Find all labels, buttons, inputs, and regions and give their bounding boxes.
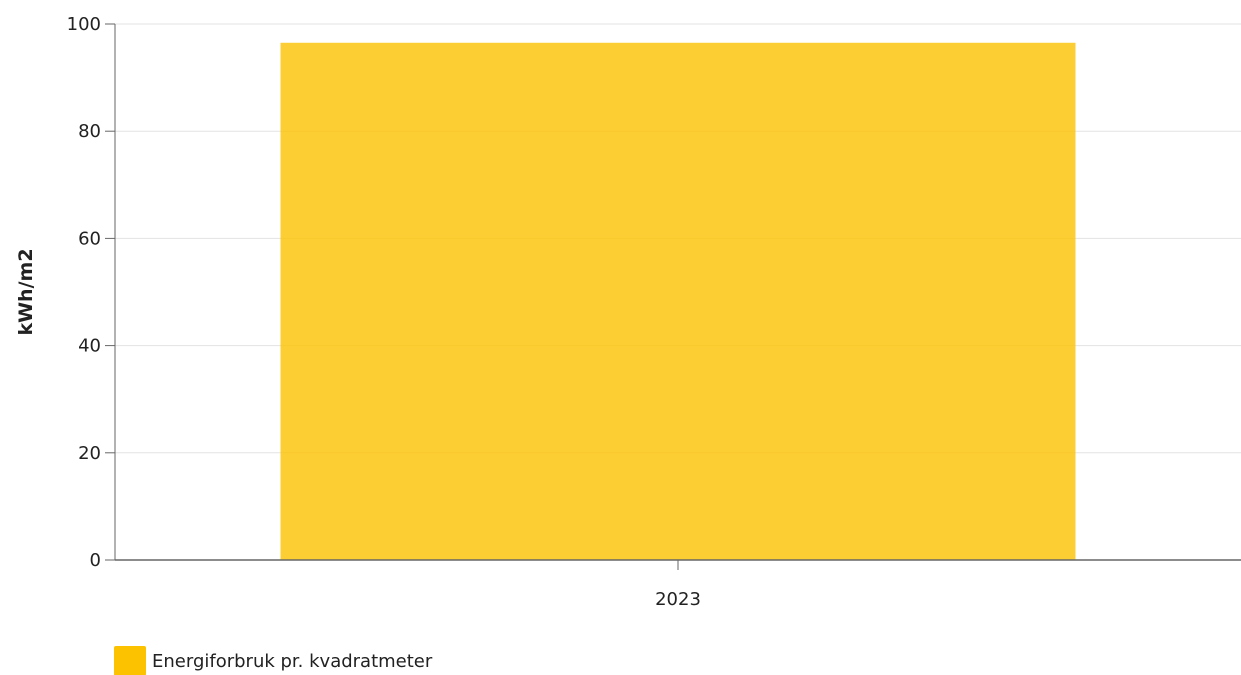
bar — [280, 42, 1076, 560]
y-tick-label: 100 — [67, 14, 101, 35]
y-tick-label: 80 — [78, 121, 101, 142]
y-tick-label: 20 — [78, 443, 101, 464]
y-tick-label: 60 — [78, 228, 101, 249]
legend[interactable]: Energiforbruk pr. kvadratmeter — [114, 646, 432, 675]
y-tick-label: 40 — [78, 336, 101, 357]
y-tick-label: 0 — [90, 550, 101, 571]
axes: 0 20 40 60 80 100 2023 — [67, 14, 1241, 610]
legend-label: Energiforbruk pr. kvadratmeter — [152, 650, 433, 672]
y-axis-title: kWh/m2 — [15, 248, 37, 335]
legend-swatch — [114, 646, 146, 675]
bars — [280, 42, 1076, 560]
x-tick-label: 2023 — [655, 589, 701, 610]
